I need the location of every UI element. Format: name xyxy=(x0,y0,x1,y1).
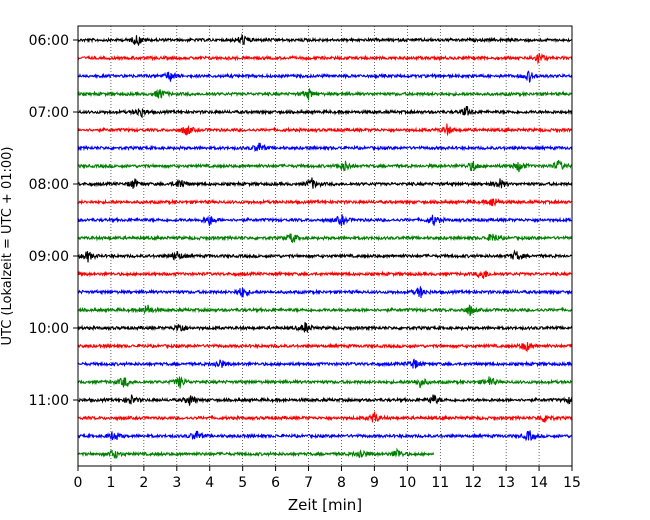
y-tick-label: 09:00 xyxy=(29,249,69,265)
trace-line xyxy=(77,411,573,423)
y-tick-label: 06:00 xyxy=(29,33,69,49)
trace-line xyxy=(77,142,573,152)
x-tick-label: 11 xyxy=(431,475,449,491)
x-tick-label: 13 xyxy=(497,475,515,491)
x-tick-label: 2 xyxy=(139,475,148,491)
x-axis-title: Zeit [min] xyxy=(288,496,362,514)
x-tick-label: 9 xyxy=(370,475,379,491)
x-tick-label: 3 xyxy=(172,475,181,491)
trace-line xyxy=(77,322,573,334)
x-tick-label: 6 xyxy=(271,475,280,491)
y-tick-label: 08:00 xyxy=(29,177,69,193)
trace-line xyxy=(77,342,573,353)
x-tick-label: 5 xyxy=(238,475,247,491)
x-axis-ticks: 0 1 2 3 4 5 6 7 8 9 10 11 12 13 14 15 xyxy=(74,466,581,491)
y-axis-title: UTC (Lokalzeit = UTC + 01:00) xyxy=(0,147,15,346)
plot-frame xyxy=(77,25,573,467)
trace-line xyxy=(77,430,573,442)
x-tick-label: 12 xyxy=(464,475,482,491)
trace-line xyxy=(77,394,573,406)
trace-line xyxy=(77,123,573,136)
y-tick-label: 07:00 xyxy=(29,105,69,121)
trace-line xyxy=(77,270,573,279)
trace-line xyxy=(77,447,435,459)
trace-line xyxy=(77,33,573,47)
x-tick-label: 4 xyxy=(205,475,214,491)
x-tick-label: 0 xyxy=(74,475,83,491)
trace-line xyxy=(77,233,573,243)
trace-line xyxy=(77,286,573,299)
grid-lines xyxy=(110,26,540,466)
x-tick-label: 7 xyxy=(304,475,313,491)
y-axis-ticks: 06:00 07:00 08:00 09:00 10:00 11:00 xyxy=(29,33,78,409)
trace-line xyxy=(77,358,572,369)
x-tick-label: 10 xyxy=(398,475,416,491)
trace-line xyxy=(77,88,573,101)
trace-line xyxy=(77,198,573,207)
trace-line xyxy=(77,53,573,65)
trace-line xyxy=(77,70,573,83)
x-tick-label: 1 xyxy=(106,475,115,491)
trace-line xyxy=(77,376,573,389)
x-tick-label: 8 xyxy=(337,475,346,491)
seismic-traces xyxy=(77,33,573,459)
trace-line xyxy=(77,304,573,317)
x-tick-label: 14 xyxy=(530,475,548,491)
x-tick-label: 15 xyxy=(563,475,581,491)
trace-line xyxy=(77,105,573,119)
y-tick-label: 11:00 xyxy=(29,393,69,409)
trace-line xyxy=(77,249,573,263)
trace-line xyxy=(77,177,573,189)
trace-line xyxy=(77,214,573,227)
trace-line xyxy=(77,159,573,173)
y-tick-label: 10:00 xyxy=(29,321,69,337)
